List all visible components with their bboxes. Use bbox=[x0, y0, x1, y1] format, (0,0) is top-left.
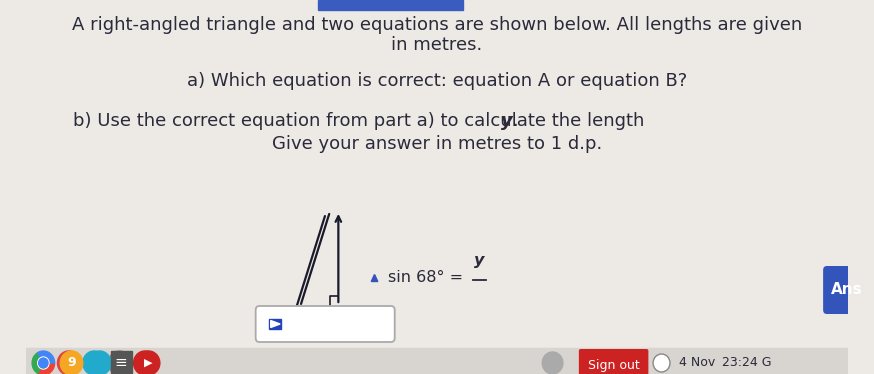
Wedge shape bbox=[32, 353, 44, 373]
Text: Give your answer in metres to 1 d.p.: Give your answer in metres to 1 d.p. bbox=[272, 135, 602, 153]
Text: sin 68° =: sin 68° = bbox=[388, 270, 468, 285]
Polygon shape bbox=[271, 321, 280, 328]
Circle shape bbox=[542, 352, 563, 374]
Text: 23:24 G: 23:24 G bbox=[722, 356, 771, 370]
Polygon shape bbox=[371, 275, 378, 282]
Text: Ans: Ans bbox=[830, 282, 863, 297]
Text: Watch video: Watch video bbox=[287, 316, 381, 331]
Circle shape bbox=[32, 351, 55, 374]
Text: A right-angled triangle and two equations are shown below. All lengths are given: A right-angled triangle and two equation… bbox=[72, 16, 802, 34]
FancyBboxPatch shape bbox=[579, 349, 649, 374]
Circle shape bbox=[653, 354, 670, 372]
Text: a) Which equation is correct: equation A or equation B?: a) Which equation is correct: equation A… bbox=[187, 72, 687, 90]
Text: in metres.: in metres. bbox=[392, 36, 482, 54]
Text: 4 Nov: 4 Nov bbox=[679, 356, 716, 370]
Circle shape bbox=[88, 351, 111, 374]
Circle shape bbox=[58, 351, 80, 374]
Bar bbox=[317, 0, 463, 10]
Circle shape bbox=[108, 351, 131, 374]
Text: 9: 9 bbox=[67, 356, 76, 370]
Text: Sign out: Sign out bbox=[587, 359, 640, 371]
Wedge shape bbox=[38, 363, 55, 374]
Text: .: . bbox=[512, 112, 518, 130]
Circle shape bbox=[38, 357, 49, 369]
Bar bbox=[269, 319, 281, 329]
Wedge shape bbox=[38, 351, 55, 363]
FancyBboxPatch shape bbox=[823, 266, 864, 314]
Circle shape bbox=[137, 351, 160, 374]
Circle shape bbox=[83, 351, 106, 374]
Circle shape bbox=[134, 351, 156, 374]
Text: ≡: ≡ bbox=[114, 356, 127, 371]
Text: ▶: ▶ bbox=[144, 358, 153, 368]
Text: b) Use the correct equation from part a) to calculate the length: b) Use the correct equation from part a)… bbox=[73, 112, 650, 130]
FancyBboxPatch shape bbox=[256, 306, 395, 342]
Text: y: y bbox=[501, 112, 513, 130]
Circle shape bbox=[60, 351, 83, 374]
Bar bbox=[26, 348, 848, 374]
Text: y: y bbox=[474, 253, 484, 268]
Circle shape bbox=[38, 358, 48, 368]
Bar bbox=[111, 351, 132, 373]
Circle shape bbox=[32, 351, 55, 374]
